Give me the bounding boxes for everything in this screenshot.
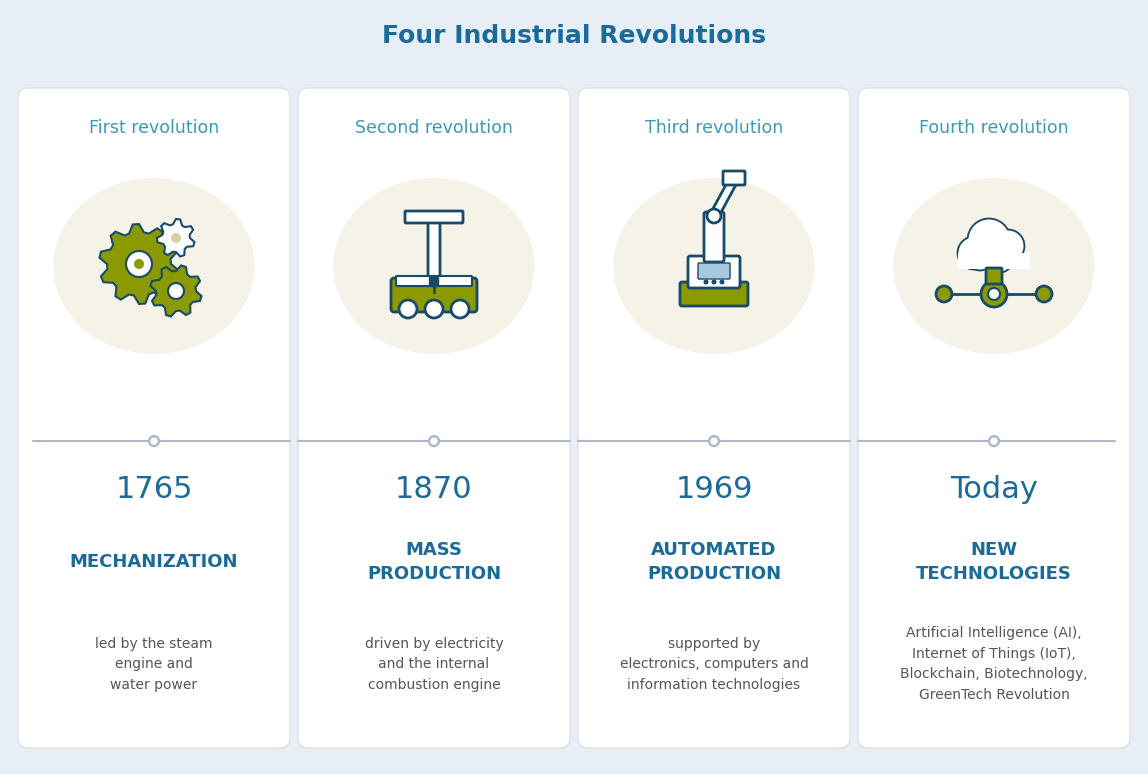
FancyBboxPatch shape — [391, 278, 478, 312]
Text: MASS
PRODUCTION: MASS PRODUCTION — [367, 541, 501, 583]
Text: driven by electricity
and the internal
combustion engine: driven by electricity and the internal c… — [365, 636, 503, 692]
Text: Fourth revolution: Fourth revolution — [920, 119, 1069, 137]
Circle shape — [968, 219, 1010, 261]
FancyBboxPatch shape — [428, 215, 440, 285]
Text: 1969: 1969 — [675, 474, 753, 504]
FancyBboxPatch shape — [577, 88, 850, 748]
Polygon shape — [157, 219, 194, 256]
FancyBboxPatch shape — [858, 88, 1130, 748]
Circle shape — [720, 279, 724, 285]
Text: MECHANIZATION: MECHANIZATION — [70, 553, 239, 571]
Text: First revolution: First revolution — [88, 119, 219, 137]
Circle shape — [988, 248, 1011, 272]
Circle shape — [148, 436, 160, 447]
Circle shape — [959, 238, 990, 269]
Circle shape — [704, 279, 708, 285]
Polygon shape — [100, 224, 178, 304]
Circle shape — [969, 246, 992, 269]
FancyBboxPatch shape — [429, 278, 439, 286]
Circle shape — [936, 286, 952, 302]
Circle shape — [957, 237, 990, 269]
Text: Third revolution: Third revolution — [645, 119, 783, 137]
Text: Today: Today — [951, 474, 1038, 504]
Circle shape — [126, 251, 152, 277]
FancyBboxPatch shape — [18, 88, 290, 748]
FancyBboxPatch shape — [986, 268, 1002, 284]
Text: AUTOMATED
PRODUCTION: AUTOMATED PRODUCTION — [647, 541, 781, 583]
Text: Artificial Intelligence (AI),
Internet of Things (IoT),
Blockchain, Biotechnolog: Artificial Intelligence (AI), Internet o… — [900, 626, 1088, 702]
Circle shape — [711, 438, 718, 444]
Circle shape — [712, 279, 716, 285]
Circle shape — [993, 231, 1024, 262]
FancyBboxPatch shape — [688, 256, 740, 288]
Text: NEW
TECHNOLOGIES: NEW TECHNOLOGIES — [916, 541, 1072, 583]
Circle shape — [707, 209, 721, 223]
Circle shape — [991, 438, 996, 444]
Polygon shape — [150, 265, 202, 317]
Text: 1870: 1870 — [395, 474, 473, 504]
FancyBboxPatch shape — [957, 253, 1030, 269]
Circle shape — [400, 300, 417, 318]
FancyBboxPatch shape — [723, 171, 745, 185]
Circle shape — [152, 438, 157, 444]
Circle shape — [982, 281, 1007, 307]
Circle shape — [988, 288, 1000, 300]
FancyBboxPatch shape — [698, 263, 730, 279]
Circle shape — [1035, 286, 1052, 302]
Ellipse shape — [893, 178, 1095, 354]
Circle shape — [171, 233, 181, 243]
Circle shape — [988, 436, 1000, 447]
Circle shape — [134, 259, 144, 269]
FancyBboxPatch shape — [704, 212, 724, 262]
Text: 1765: 1765 — [115, 474, 193, 504]
Ellipse shape — [333, 178, 535, 354]
Ellipse shape — [613, 178, 815, 354]
Circle shape — [968, 246, 992, 270]
FancyBboxPatch shape — [298, 88, 571, 748]
Circle shape — [430, 438, 437, 444]
Circle shape — [988, 248, 1013, 272]
Text: Second revolution: Second revolution — [355, 119, 513, 137]
Circle shape — [969, 220, 1009, 261]
FancyBboxPatch shape — [396, 276, 472, 286]
FancyBboxPatch shape — [680, 282, 748, 306]
Ellipse shape — [53, 178, 255, 354]
Circle shape — [425, 300, 443, 318]
Text: led by the steam
engine and
water power: led by the steam engine and water power — [95, 636, 212, 692]
Circle shape — [708, 436, 720, 447]
Circle shape — [168, 283, 184, 299]
Text: Four Industrial Revolutions: Four Industrial Revolutions — [382, 24, 766, 48]
Circle shape — [428, 436, 440, 447]
Circle shape — [451, 300, 470, 318]
Polygon shape — [709, 181, 738, 216]
Circle shape — [992, 230, 1024, 262]
Text: supported by
electronics, computers and
information technologies: supported by electronics, computers and … — [620, 636, 808, 692]
FancyBboxPatch shape — [405, 211, 463, 223]
